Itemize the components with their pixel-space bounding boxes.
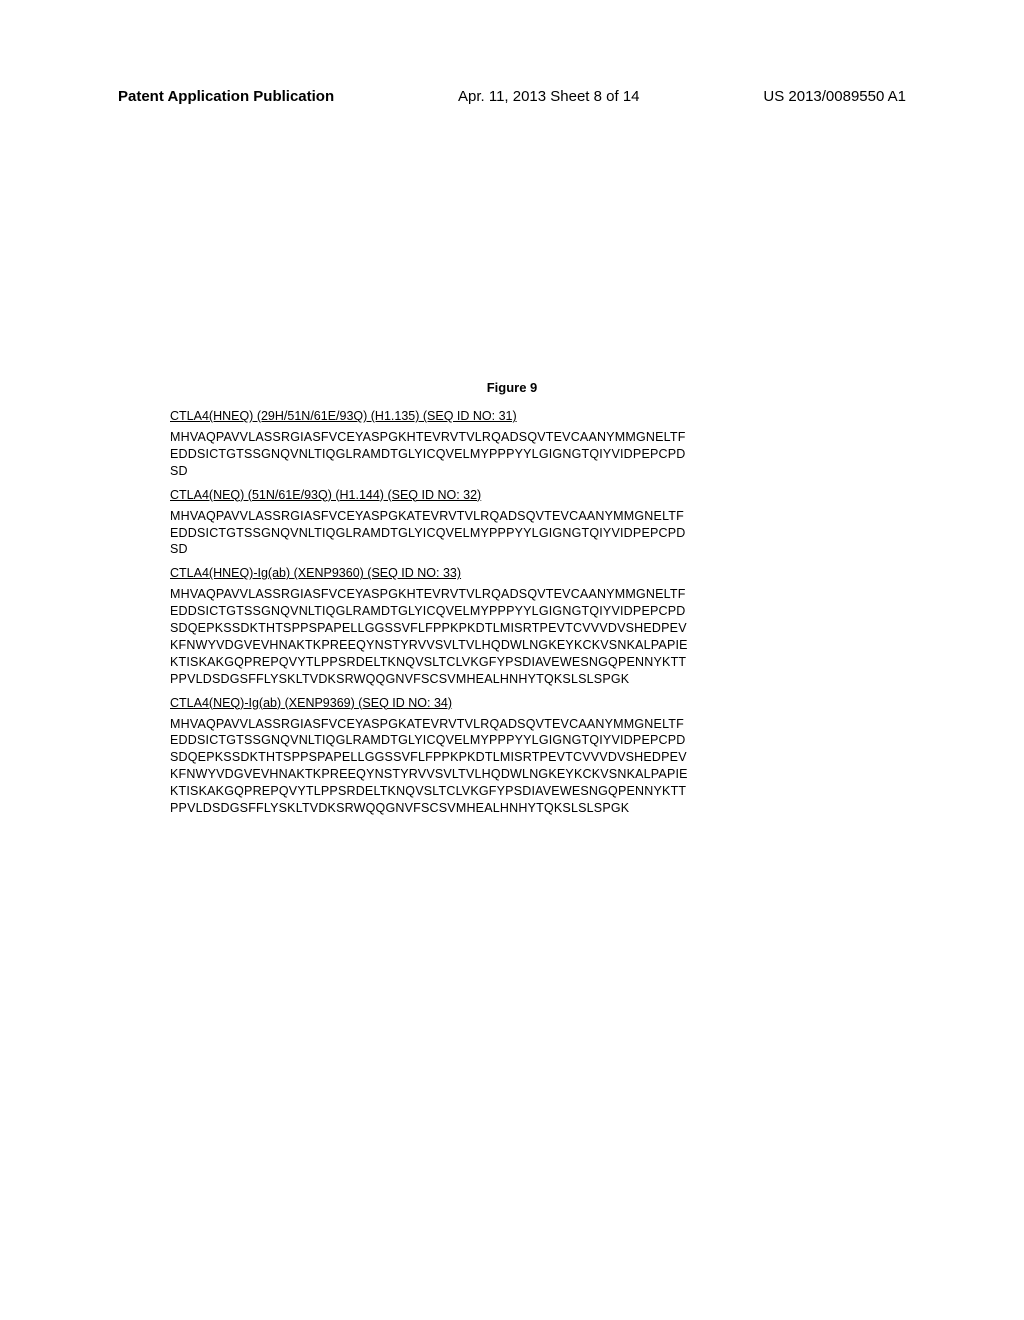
header-publication: Patent Application Publication [118, 88, 334, 105]
sequence-line: KTISKAKGQPREPQVYTLPPSRDELTKNQVSLTCLVKGFY… [170, 783, 854, 800]
sequence-line: KFNWYVDGVEVHNAKTKPREEQYNSTYRVVSVLTVLHQDW… [170, 637, 854, 654]
sequence-line: EDDSICTGTSSGNQVNLTIQGLRAMDTGLYICQVELMYPP… [170, 446, 854, 463]
sequence-line: KFNWYVDGVEVHNAKTKPREEQYNSTYRVVSVLTVLHQDW… [170, 766, 854, 783]
sequence-header: CTLA4(NEQ) (51N/61E/93Q) (H1.144) (SEQ I… [170, 488, 854, 502]
sequence-header: CTLA4(NEQ)-Ig(ab) (XENP9369) (SEQ ID NO:… [170, 696, 854, 710]
header-publication-number: US 2013/0089550 A1 [763, 88, 906, 105]
sequence-line: PPVLDSDGSFFLYSKLTVDKSRWQQGNVFSCSVMHEALHN… [170, 671, 854, 688]
sequence-line: EDDSICTGTSSGNQVNLTIQGLRAMDTGLYICQVELMYPP… [170, 525, 854, 542]
sequence-line: SD [170, 541, 854, 558]
page-header: Patent Application Publication Apr. 11, … [118, 88, 906, 105]
figure-content: Figure 9 CTLA4(HNEQ) (29H/51N/61E/93Q) (… [170, 380, 854, 821]
sequence-block: CTLA4(HNEQ)-Ig(ab) (XENP9360) (SEQ ID NO… [170, 566, 854, 687]
sequence-body: MHVAQPAVVLASSRGIASFVCEYASPGKHTEVRVTVLRQA… [170, 429, 854, 480]
sequence-line: EDDSICTGTSSGNQVNLTIQGLRAMDTGLYICQVELMYPP… [170, 732, 854, 749]
sequence-block: CTLA4(HNEQ) (29H/51N/61E/93Q) (H1.135) (… [170, 409, 854, 480]
sequence-block: CTLA4(NEQ)-Ig(ab) (XENP9369) (SEQ ID NO:… [170, 696, 854, 817]
sequence-body: MHVAQPAVVLASSRGIASFVCEYASPGKHTEVRVTVLRQA… [170, 586, 854, 687]
sequence-body: MHVAQPAVVLASSRGIASFVCEYASPGKATEVRVTVLRQA… [170, 716, 854, 817]
sequence-header: CTLA4(HNEQ) (29H/51N/61E/93Q) (H1.135) (… [170, 409, 854, 423]
sequence-line: PPVLDSDGSFFLYSKLTVDKSRWQQGNVFSCSVMHEALHN… [170, 800, 854, 817]
sequence-block: CTLA4(NEQ) (51N/61E/93Q) (H1.144) (SEQ I… [170, 488, 854, 559]
sequence-line: SDQEPKSSDKTHTSPPSPAPELLGGSSVFLFPPKPKDTLM… [170, 620, 854, 637]
sequence-line: MHVAQPAVVLASSRGIASFVCEYASPGKATEVRVTVLRQA… [170, 716, 854, 733]
sequence-body: MHVAQPAVVLASSRGIASFVCEYASPGKATEVRVTVLRQA… [170, 508, 854, 559]
sequence-line: KTISKAKGQPREPQVYTLPPSRDELTKNQVSLTCLVKGFY… [170, 654, 854, 671]
sequence-line: SDQEPKSSDKTHTSPPSPAPELLGGSSVFLFPPKPKDTLM… [170, 749, 854, 766]
sequence-line: MHVAQPAVVLASSRGIASFVCEYASPGKHTEVRVTVLRQA… [170, 586, 854, 603]
sequence-line: SD [170, 463, 854, 480]
header-date-sheet: Apr. 11, 2013 Sheet 8 of 14 [458, 88, 640, 105]
figure-title: Figure 9 [170, 380, 854, 395]
sequence-header: CTLA4(HNEQ)-Ig(ab) (XENP9360) (SEQ ID NO… [170, 566, 854, 580]
sequence-line: MHVAQPAVVLASSRGIASFVCEYASPGKHTEVRVTVLRQA… [170, 429, 854, 446]
sequence-line: EDDSICTGTSSGNQVNLTIQGLRAMDTGLYICQVELMYPP… [170, 603, 854, 620]
sequence-line: MHVAQPAVVLASSRGIASFVCEYASPGKATEVRVTVLRQA… [170, 508, 854, 525]
